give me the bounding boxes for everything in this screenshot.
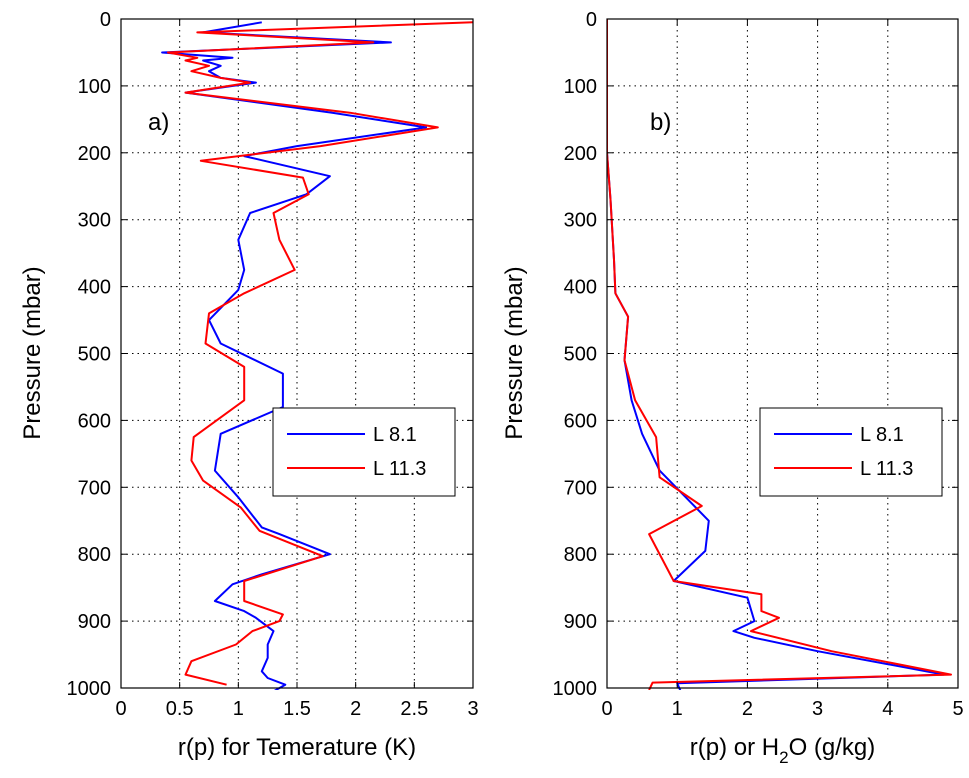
legend-label: L 8.1 — [373, 424, 417, 446]
legend-label: L 8.1 — [860, 424, 904, 446]
y-tick-label: 700 — [78, 477, 111, 499]
x-tick-label: 5 — [952, 698, 963, 720]
y-tick-label: 100 — [78, 76, 111, 98]
x-tick-label: 0 — [601, 698, 612, 720]
legend-label: L 11.3 — [373, 458, 426, 480]
x-tick-label: 3 — [812, 698, 823, 720]
y-tick-label: 800 — [564, 544, 597, 566]
x-tick-label: 3 — [467, 698, 478, 720]
x-tick-label: 0.5 — [166, 698, 194, 720]
y-tick-label: 900 — [564, 611, 597, 633]
x-tick-label: 1 — [672, 698, 683, 720]
y-tick-label: 100 — [564, 76, 597, 98]
y-axis-title: Pressure (mbar) — [19, 266, 46, 439]
x-tick-label: 2.5 — [400, 698, 428, 720]
x-tick-label: 2 — [350, 698, 361, 720]
x-tick-label: 0 — [115, 698, 126, 720]
x-tick-label: 2 — [742, 698, 753, 720]
y-tick-label: 300 — [564, 210, 597, 232]
y-tick-label: 1000 — [553, 678, 598, 700]
y-tick-label: 600 — [564, 410, 597, 432]
x-tick-label: 1.5 — [283, 698, 311, 720]
x-tick-label: 4 — [882, 698, 893, 720]
legend: L 8.1 L 11.3 — [759, 407, 943, 497]
y-axis-title: Pressure (mbar) — [501, 266, 528, 439]
y-tick-label: 800 — [78, 544, 111, 566]
y-tick-label: 600 — [78, 410, 111, 432]
panel-label: a) — [148, 109, 169, 136]
series-line-l-11-3 — [166, 21, 473, 686]
series-group — [607, 19, 952, 690]
y-tick-label: 0 — [586, 9, 597, 31]
legend-box — [759, 407, 943, 497]
x-tick-label: 1 — [233, 698, 244, 720]
x-axis-title: r(p) or H2O (g/kg) — [690, 734, 876, 767]
series-group — [161, 21, 473, 690]
panel-a-temperature: 0 0.5 1 1.5 2 2.5 3 0 100 200 300 400 500 600 700 800 90… — [19, 9, 479, 761]
y-tick-label: 400 — [78, 277, 111, 299]
series-line-l-8-1 — [161, 21, 428, 690]
y-tick-label: 200 — [78, 143, 111, 165]
legend: L 8.1 L 11.3 — [272, 407, 456, 497]
y-tick-label: 300 — [78, 210, 111, 232]
legend-box — [272, 407, 456, 497]
y-tick-label: 500 — [564, 344, 597, 366]
y-tick-label: 400 — [564, 277, 597, 299]
y-tick-label: 200 — [564, 143, 597, 165]
y-tick-label: 900 — [78, 611, 111, 633]
series-line-l-11-3 — [607, 19, 952, 690]
legend-label: L 11.3 — [860, 458, 913, 480]
y-tick-label: 700 — [564, 477, 597, 499]
panel-label: b) — [650, 109, 671, 136]
y-tick-label: 0 — [100, 9, 111, 31]
x-axis-title: r(p) for Temerature (K) — [178, 734, 416, 761]
panel-b-water-vapor: 0 1 2 3 4 5 0 100 200 300 400 500 600 700 800 900 1000 Pr… — [501, 9, 964, 767]
y-tick-label: 500 — [78, 344, 111, 366]
y-tick-label: 1000 — [67, 678, 112, 700]
grid — [120, 18, 474, 689]
